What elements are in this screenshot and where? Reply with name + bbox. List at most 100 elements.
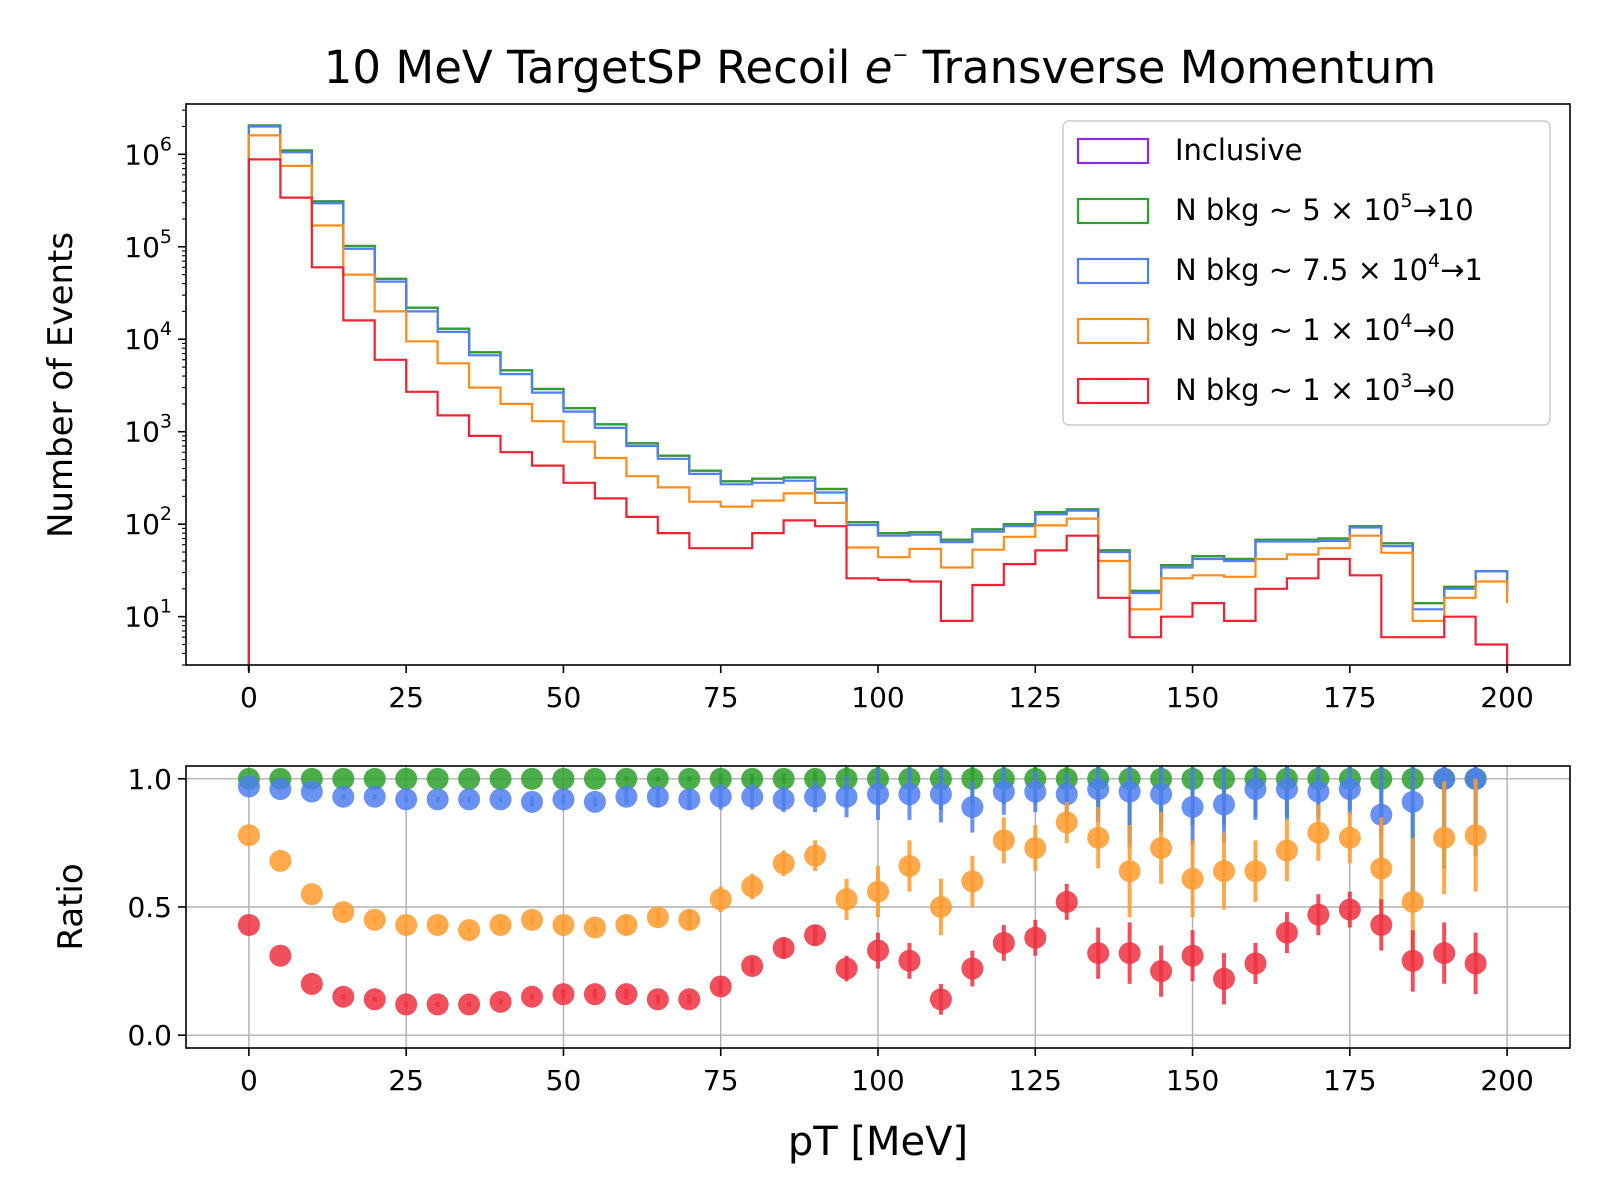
legend-entry-1: N bkg ~ 5 × 105→10	[1175, 190, 1474, 227]
legend-swatch	[1076, 317, 1150, 345]
ratio-point-series-2	[300, 883, 323, 906]
ratio-point-series-3	[1338, 898, 1361, 921]
ratio-point-series-2	[237, 824, 260, 847]
ratio-point-series-3	[521, 985, 543, 1008]
ratio-x-tick-label: 0	[240, 1064, 258, 1097]
histogram-x-tick-label: 100	[851, 681, 904, 714]
legend-swatch	[1076, 197, 1150, 225]
histogram-series-1	[247, 124, 1509, 671]
ratio-point-series-2	[1275, 839, 1298, 862]
ratio-point-series-1	[772, 788, 795, 811]
ratio-point-series-2	[835, 888, 858, 911]
ratio-point-series-3	[300, 972, 323, 995]
ratio-point-series-2	[552, 913, 575, 936]
ratio-point-series-3	[961, 957, 984, 980]
legend-entry-3: N bkg ~ 1 × 104→0	[1175, 310, 1455, 347]
histogram-x-tick-label: 25	[388, 681, 424, 714]
ratio-point-series-0	[804, 767, 827, 790]
ratio-point-series-1	[1118, 780, 1141, 803]
x-axis-label: pT [MeV]	[788, 1119, 968, 1165]
ratio-point-series-1	[1087, 778, 1110, 801]
ratio-point-series-2	[489, 913, 512, 936]
ratio-point-series-2	[1244, 860, 1267, 883]
ratio-point-series-1	[300, 780, 323, 803]
histogram-x-tick-label: 0	[240, 681, 258, 714]
ratio-point-series-0	[646, 767, 669, 790]
ratio-point-series-0	[615, 767, 638, 790]
ratio-point-series-1	[1181, 796, 1204, 819]
ratio-x-tick-label: 200	[1480, 1064, 1533, 1097]
ratio-point-series-3	[835, 957, 858, 980]
ratio-point-series-2	[804, 844, 827, 867]
ratio-point-series-2	[1433, 826, 1456, 849]
ratio-point-series-1	[458, 788, 481, 811]
ratio-point-series-1	[615, 785, 638, 808]
histogram-x-tick-label: 50	[546, 681, 582, 714]
ratio-point-series-3	[1181, 944, 1204, 967]
ratio-panel: 0 25 50 75 100 125 150 175 200 0.0 0.5 1.0 Ratio pT…	[51, 763, 1571, 1165]
histogram-panel: 0 25 50 75 100 125 150 175 200 101 102 103 104 105 106…	[41, 103, 1571, 714]
ratio-x-tick-label: 125	[1009, 1064, 1062, 1097]
ratio-point-series-3	[992, 931, 1015, 954]
ratio-point-series-3	[1275, 921, 1298, 944]
ratio-point-series-1	[898, 783, 921, 806]
ratio-point-series-1	[929, 783, 952, 806]
ratio-point-series-1	[1024, 780, 1047, 803]
histogram-plot-area	[247, 124, 1509, 671]
histogram-series-2	[247, 125, 1509, 671]
histogram-y-tick-label: 102	[124, 503, 172, 541]
ratio-point-series-3	[898, 949, 921, 972]
ratio-point-series-0	[583, 767, 606, 790]
ratio-point-series-1	[332, 785, 355, 808]
ratio-point-series-2	[1055, 811, 1078, 834]
ratio-y-axis-label: Ratio	[51, 863, 91, 950]
ratio-point-series-3	[1244, 952, 1267, 975]
ratio-point-series-2	[583, 916, 606, 939]
ratio-point-series-3	[1118, 942, 1141, 965]
ratio-point-series-3	[867, 939, 889, 962]
histogram-y-tick-label: 105	[124, 226, 172, 264]
chart-title: 10 MeV TargetSP Recoil e− Transverse Mom…	[324, 41, 1436, 94]
histogram-x-tick-label: 175	[1323, 681, 1376, 714]
ratio-point-series-1	[1338, 778, 1361, 801]
ratio-point-series-2	[332, 901, 355, 924]
ratio-point-series-0	[521, 767, 543, 790]
ratio-point-series-2	[741, 875, 764, 898]
ratio-point-series-2	[1370, 857, 1393, 880]
ratio-point-series-1	[521, 790, 543, 813]
ratio-point-series-3	[1307, 903, 1330, 926]
ratio-point-series-0	[426, 767, 449, 790]
ratio-point-series-1	[552, 788, 575, 811]
ratio-point-series-1	[1433, 767, 1456, 790]
ratio-point-series-1	[1150, 783, 1173, 806]
ratio-point-series-1	[678, 788, 701, 811]
ratio-point-series-3	[929, 988, 952, 1011]
histogram-series-4	[247, 158, 1509, 671]
ratio-point-series-3	[1370, 913, 1393, 936]
ratio-point-series-1	[741, 785, 764, 808]
ratio-plot-area	[237, 766, 1487, 1016]
ratio-y-tick-label: 1.0	[127, 763, 172, 796]
ratio-point-series-2	[898, 854, 921, 877]
ratio-point-series-0	[709, 767, 732, 790]
legend-swatch	[1076, 137, 1150, 165]
ratio-point-series-0	[395, 767, 418, 790]
ratio-point-series-3	[426, 993, 449, 1016]
ratio-point-series-3	[741, 954, 764, 977]
ratio-point-series-2	[1087, 826, 1110, 849]
ratio-point-series-3	[1055, 890, 1078, 913]
ratio-point-series-3	[552, 983, 575, 1006]
ratio-point-series-2	[961, 870, 984, 893]
ratio-point-series-3	[772, 937, 795, 960]
histogram-y-tick-label: 104	[124, 318, 172, 356]
ratio-point-series-3	[395, 993, 418, 1016]
ratio-point-series-2	[867, 880, 889, 903]
ratio-y-tick-label: 0.0	[127, 1019, 172, 1052]
ratio-point-series-1	[1055, 783, 1078, 806]
histogram-y-tick-label: 101	[124, 596, 172, 634]
ratio-point-series-3	[678, 988, 701, 1011]
ratio-point-series-3	[709, 975, 732, 998]
ratio-point-series-3	[583, 983, 606, 1006]
ratio-point-series-0	[678, 767, 701, 790]
ratio-point-series-1	[646, 785, 669, 808]
